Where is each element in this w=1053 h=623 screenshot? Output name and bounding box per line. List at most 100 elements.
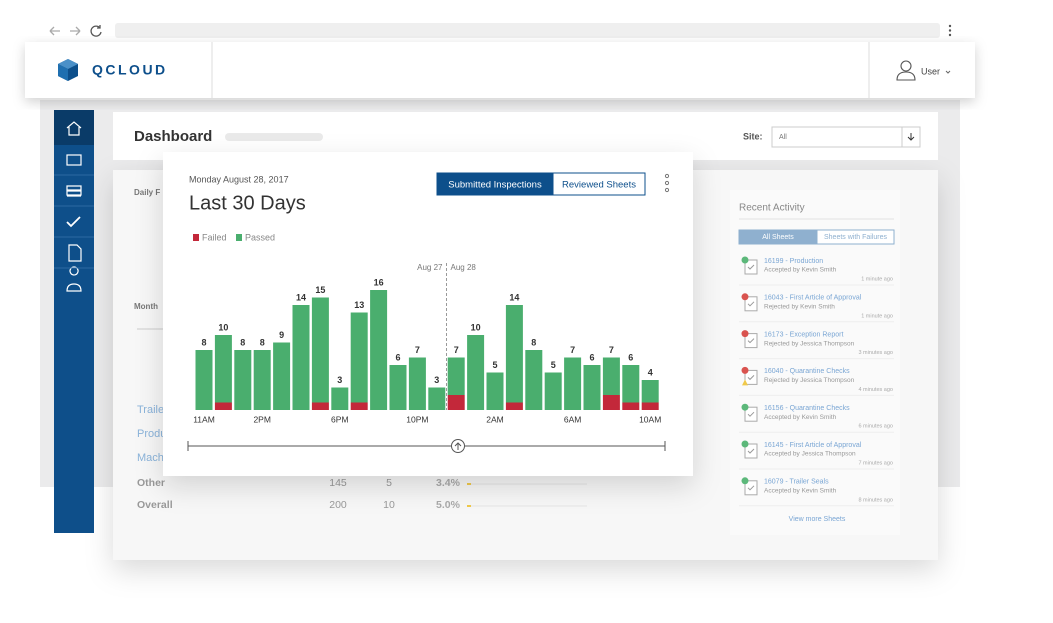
tab-button[interactable] bbox=[552, 172, 646, 196]
sheet-icon bbox=[744, 333, 758, 349]
bar-total-label: 7 bbox=[609, 345, 614, 355]
bar-segment bbox=[602, 357, 620, 395]
bar-segment bbox=[408, 357, 426, 410]
reload-button[interactable] bbox=[90, 25, 102, 37]
kebab-dot[interactable] bbox=[664, 180, 670, 186]
chart-date: Monday August 28, 2017 bbox=[189, 174, 289, 184]
row-link[interactable]: Mach bbox=[137, 452, 164, 464]
row-link[interactable]: Produ bbox=[137, 428, 166, 440]
row-link[interactable]: Traile bbox=[137, 404, 164, 416]
sheet-time: 4 minutes ago bbox=[858, 387, 893, 393]
bar-segment bbox=[486, 372, 504, 410]
sheet-check bbox=[747, 264, 755, 270]
sheet-link[interactable]: 16040 - Quarantine Checks bbox=[764, 368, 850, 375]
bar-segment bbox=[331, 387, 349, 410]
sheet-check bbox=[747, 301, 755, 307]
sheet-link[interactable]: 16043 - First Article of Approval bbox=[764, 295, 862, 302]
kebab-dot[interactable] bbox=[664, 173, 670, 179]
sheet-icon bbox=[744, 406, 758, 422]
bar-total-label: 10 bbox=[471, 322, 481, 332]
home-icon[interactable] bbox=[66, 121, 82, 136]
status-dot bbox=[741, 403, 749, 411]
bar-total-label: 10 bbox=[218, 322, 228, 332]
logo-text: QCLOUD bbox=[92, 62, 168, 78]
x-tick-label: 2AM bbox=[486, 414, 503, 424]
sheet-link[interactable]: 16079 - Trailer Seals bbox=[764, 479, 829, 486]
sheet-status: Accepted by Kevin Smith bbox=[764, 488, 837, 495]
bar-segment bbox=[311, 297, 329, 403]
chart-card bbox=[163, 152, 693, 476]
bar-segment bbox=[311, 402, 329, 410]
sheet-check bbox=[747, 338, 755, 344]
address-bar[interactable] bbox=[115, 23, 940, 38]
site-select[interactable] bbox=[771, 126, 921, 148]
sheet-link[interactable]: 16173 - Exception Report bbox=[764, 331, 843, 338]
bar-segment bbox=[292, 305, 310, 410]
tab-button-label[interactable]: Submitted Inspections bbox=[448, 180, 542, 191]
sidebar-active bbox=[54, 110, 94, 145]
sidebar-bg bbox=[54, 110, 94, 533]
sheet-link[interactable]: 16199 - Production bbox=[764, 258, 823, 265]
menu-dot bbox=[948, 33, 952, 37]
top-header: QCLOUD User bbox=[25, 42, 975, 98]
bar-segment bbox=[525, 350, 543, 410]
bar-total-label: 7 bbox=[415, 345, 420, 355]
back-button[interactable] bbox=[49, 26, 60, 36]
bar-segment bbox=[195, 350, 213, 410]
sheet-link[interactable]: 16145 - First Article of Approval bbox=[764, 442, 862, 449]
bar-segment bbox=[505, 402, 523, 410]
sheet-icon bbox=[744, 369, 758, 385]
bar-total-label: 16 bbox=[374, 277, 384, 287]
status-dot bbox=[741, 256, 749, 264]
list-icon[interactable] bbox=[66, 185, 82, 197]
bar-segment bbox=[350, 312, 368, 403]
tab-button-label[interactable]: Reviewed Sheets bbox=[562, 180, 636, 191]
status-dot bbox=[741, 366, 749, 374]
sheet-time: 8 minutes ago bbox=[858, 497, 893, 503]
sheet-status: Rejected by Kevin Smith bbox=[764, 304, 835, 311]
status-dot bbox=[741, 477, 749, 485]
header-bar bbox=[25, 42, 975, 98]
people-icon[interactable] bbox=[66, 266, 82, 292]
sheet-time: 3 minutes ago bbox=[858, 350, 893, 356]
inbox-icon[interactable] bbox=[66, 154, 82, 166]
sheet-status: Rejected by Jessica Thompson bbox=[764, 377, 855, 384]
placeholder-bar bbox=[225, 133, 323, 141]
annotation: Aug 28 bbox=[451, 263, 477, 272]
status-dot bbox=[741, 440, 749, 448]
user-caret bbox=[945, 70, 951, 74]
bar-total-label: 3 bbox=[434, 375, 439, 385]
sheet-icon bbox=[744, 443, 758, 459]
tab[interactable] bbox=[816, 229, 895, 245]
bar-segment bbox=[273, 342, 291, 410]
sheet-time: 1 minute ago bbox=[861, 313, 893, 319]
user-icon[interactable] bbox=[896, 60, 916, 81]
sheet-icon bbox=[744, 296, 758, 312]
bar-segment bbox=[253, 350, 271, 410]
sheet-link[interactable]: 16156 - Quarantine Checks bbox=[764, 405, 850, 412]
sheet-time: 6 minutes ago bbox=[858, 424, 893, 430]
check-icon[interactable] bbox=[66, 216, 81, 228]
activity-bg bbox=[730, 190, 900, 535]
bar-segment bbox=[505, 305, 523, 403]
sheet-check bbox=[747, 375, 755, 381]
sheet-check bbox=[747, 411, 755, 417]
page-title: Dashboard bbox=[134, 128, 212, 145]
legend-label: Failed bbox=[202, 232, 227, 242]
table-cell: 145 bbox=[329, 477, 347, 489]
sheet-icon[interactable] bbox=[68, 244, 82, 262]
view-more-link[interactable]: View more Sheets bbox=[789, 516, 846, 523]
chart-title: Last 30 Days bbox=[189, 192, 306, 214]
bar-segment bbox=[389, 365, 407, 410]
bar-total-label: 8 bbox=[201, 337, 206, 347]
bar-segment bbox=[641, 402, 659, 410]
tab-label[interactable]: Sheets with Failures bbox=[824, 234, 888, 241]
tab-label[interactable]: All Sheets bbox=[762, 234, 794, 241]
user-menu[interactable]: User bbox=[921, 66, 940, 76]
kebab-dot[interactable] bbox=[664, 187, 670, 193]
sheet-check bbox=[747, 448, 755, 454]
bar-segment bbox=[447, 357, 465, 395]
bar-segment bbox=[544, 372, 562, 410]
forward-button[interactable] bbox=[70, 26, 81, 36]
logo-mark bbox=[58, 59, 78, 81]
